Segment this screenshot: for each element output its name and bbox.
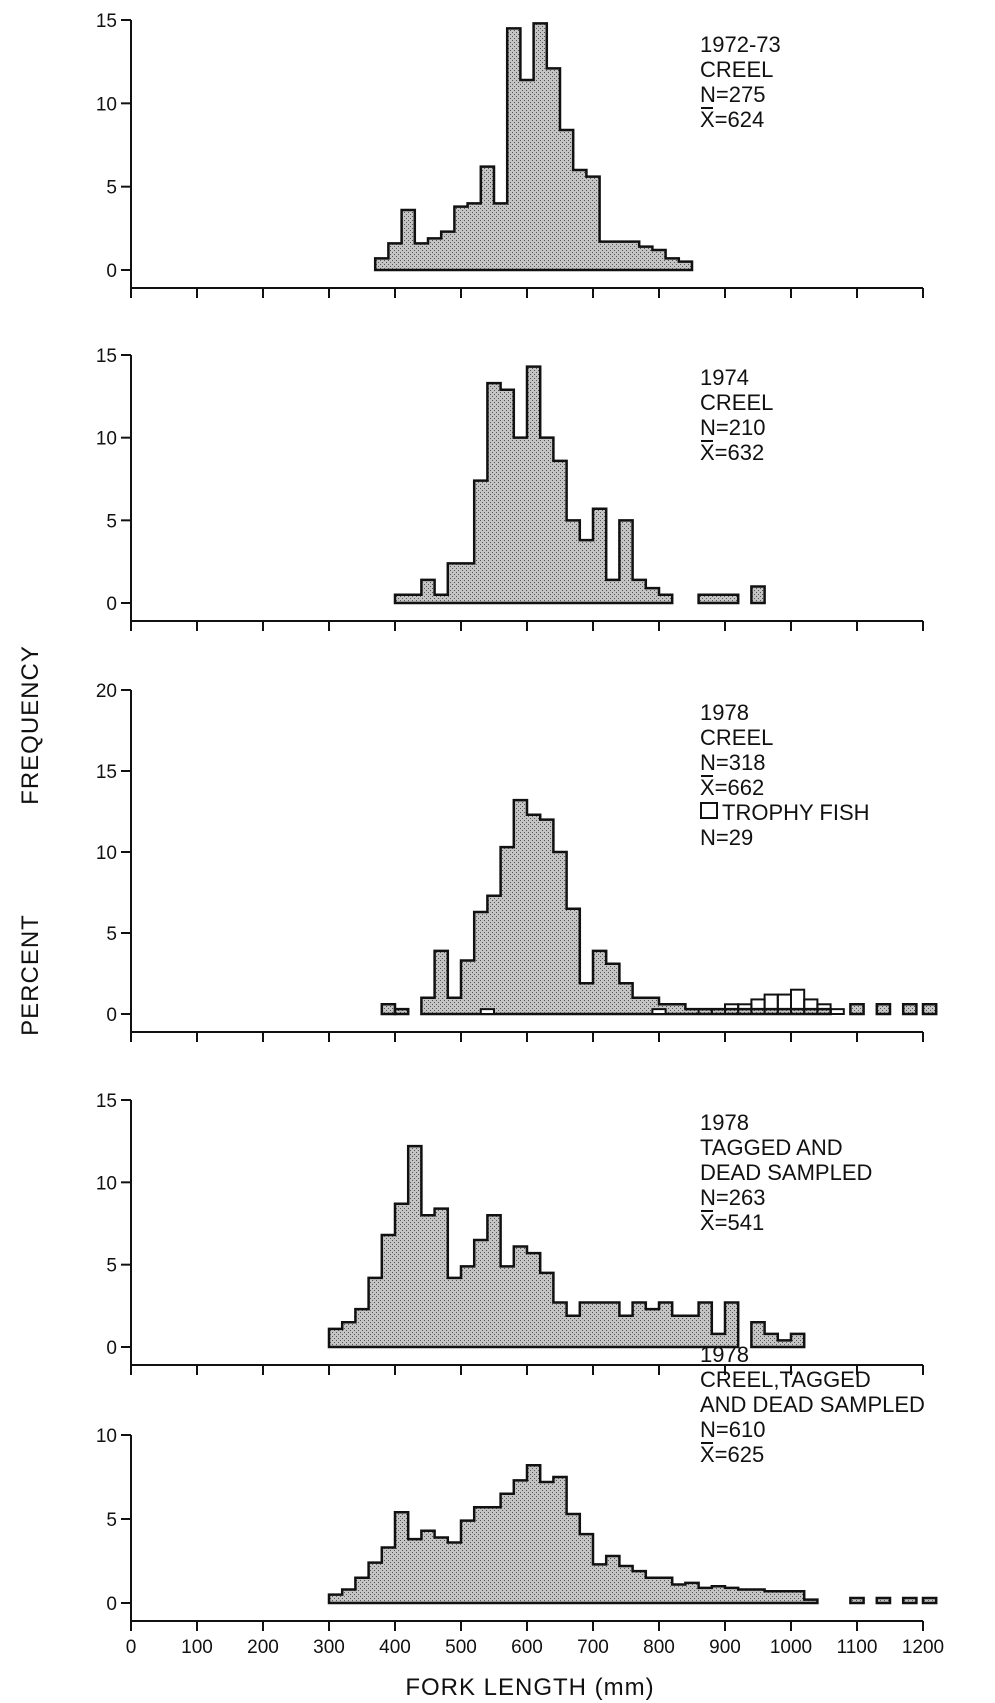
y-tick-label: 15 xyxy=(96,11,117,32)
panel-label-line: N=263 xyxy=(700,1185,765,1210)
y-tick-label: 5 xyxy=(106,1256,117,1277)
x-tick-label: 600 xyxy=(511,1637,543,1658)
outlier-bar xyxy=(901,1596,918,1605)
y-tick-label: 10 xyxy=(96,843,117,864)
panel-label-line: CREEL xyxy=(700,57,773,82)
mean-label: X=632 xyxy=(700,440,764,465)
x-axis-title: FORK LENGTH (mm) xyxy=(405,1674,654,1701)
histogram-bar-extra xyxy=(393,1007,410,1016)
trophy-bar xyxy=(651,1008,667,1016)
panels: 0510151972-73CREELN=275X=6240510151974CR… xyxy=(96,11,944,1658)
outlier-bar xyxy=(849,1596,865,1605)
trophy-bar xyxy=(829,1008,845,1016)
outlier-bar xyxy=(849,1003,865,1016)
histogram-bar-extra xyxy=(380,1003,397,1016)
panel-label-line: AND DEAD SAMPLED xyxy=(700,1392,925,1417)
histogram-outline xyxy=(327,1463,819,1605)
panel-label-line: N=210 xyxy=(700,415,765,440)
y-tick-label: 15 xyxy=(96,762,117,783)
panel-label-line: N=275 xyxy=(700,82,765,107)
histogram-outline xyxy=(750,1321,806,1349)
panel-label-line: DEAD SAMPLED xyxy=(700,1160,872,1185)
panel-label-line: CREEL xyxy=(700,390,773,415)
x-tick-label: 800 xyxy=(643,1637,675,1658)
panel-label-line: 1978 xyxy=(700,700,749,725)
histogram-outline xyxy=(393,365,674,605)
trophy-legend-label: TROPHY FISH xyxy=(722,800,870,825)
histogram-outline xyxy=(420,798,832,1016)
x-tick-label: 300 xyxy=(313,1637,345,1658)
y-tick-label: 20 xyxy=(96,681,117,702)
y-tick-label: 5 xyxy=(106,1510,117,1531)
histogram-outline xyxy=(373,22,694,272)
panel-label-line: CREEL,TAGGED xyxy=(700,1367,871,1392)
trophy-legend-swatch xyxy=(700,802,718,819)
y-tick-label: 5 xyxy=(106,178,117,199)
y-tick-label: 5 xyxy=(106,924,117,945)
y-tick-label: 15 xyxy=(96,1091,117,1112)
x-tick-label: 500 xyxy=(445,1637,477,1658)
y-tick-label: 0 xyxy=(106,261,117,282)
outlier-bar xyxy=(921,1003,938,1016)
y-axis-title-frequency: FREQUENCY xyxy=(17,645,44,805)
x-tick-label: 200 xyxy=(247,1637,279,1658)
panel-label-line: 1974 xyxy=(700,365,749,390)
y-tick-label: 5 xyxy=(106,511,117,532)
panel-label-line: TAGGED AND xyxy=(700,1135,843,1160)
x-tick-label: 100 xyxy=(181,1637,213,1658)
y-tick-label: 15 xyxy=(96,346,117,367)
y-tick-label: 10 xyxy=(96,94,117,115)
mean-label: X=625 xyxy=(700,1442,764,1467)
y-tick-label: 0 xyxy=(106,1338,117,1359)
outlier-bar xyxy=(750,585,766,605)
y-tick-label: 10 xyxy=(96,429,117,450)
y-tick-label: 0 xyxy=(106,1594,117,1615)
outlier-bar xyxy=(697,593,740,605)
panel-label-line: 1978 xyxy=(700,1110,749,1135)
x-tick-label: 1100 xyxy=(837,1637,878,1658)
x-tick-label: 900 xyxy=(709,1637,741,1658)
panel-label-line: CREEL xyxy=(700,725,773,750)
y-tick-label: 0 xyxy=(106,1005,117,1026)
mean-label: X=662 xyxy=(700,775,764,800)
y-tick-label: 10 xyxy=(96,1173,117,1194)
mean-label: X=541 xyxy=(700,1210,764,1235)
x-tick-label: 0 xyxy=(126,1637,137,1658)
y-tick-label: 10 xyxy=(96,1426,117,1447)
mean-label: X=624 xyxy=(700,107,764,132)
trophy-legend-n: N=29 xyxy=(700,825,753,850)
panel-label-line: 1978 xyxy=(700,1342,749,1367)
outlier-bar xyxy=(921,1596,938,1605)
panel-label-line: 1972-73 xyxy=(700,32,781,57)
x-tick-label: 700 xyxy=(577,1637,609,1658)
panel-label-line: N=318 xyxy=(700,750,765,775)
panel-label-line: N=610 xyxy=(700,1417,765,1442)
x-tick-label: 400 xyxy=(379,1637,411,1658)
trophy-bar xyxy=(479,1008,495,1016)
y-axis-title-percent: PERCENT xyxy=(17,914,44,1036)
x-tick-label: 1000 xyxy=(770,1637,812,1658)
outlier-bar xyxy=(901,1003,918,1016)
histogram-outline xyxy=(327,1144,740,1349)
y-tick-label: 0 xyxy=(106,594,117,615)
outlier-bar xyxy=(875,1003,892,1016)
outlier-bar xyxy=(875,1596,892,1605)
x-tick-label: 1200 xyxy=(902,1637,944,1658)
